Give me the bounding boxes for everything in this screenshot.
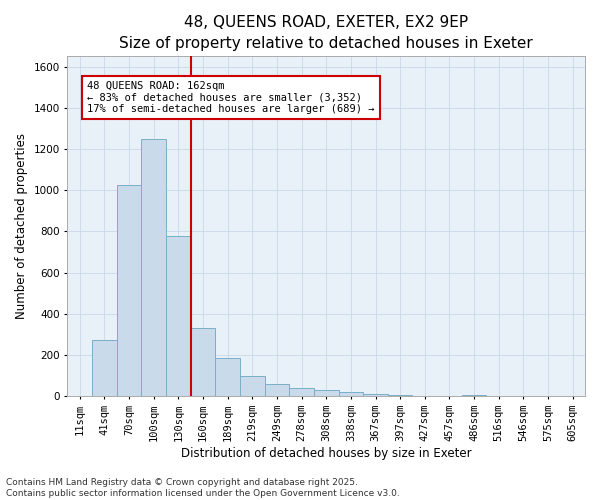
Bar [314, 390, 338, 396]
Bar [191, 328, 215, 396]
Bar [215, 358, 240, 397]
Bar [265, 384, 289, 396]
Text: Contains HM Land Registry data © Crown copyright and database right 2025.
Contai: Contains HM Land Registry data © Crown c… [6, 478, 400, 498]
Bar [289, 388, 314, 396]
Bar [166, 236, 191, 396]
Bar [92, 340, 117, 396]
Bar [117, 185, 142, 396]
Bar [338, 392, 363, 396]
Y-axis label: Number of detached properties: Number of detached properties [15, 134, 28, 320]
Text: 48 QUEENS ROAD: 162sqm
← 83% of detached houses are smaller (3,352)
17% of semi-: 48 QUEENS ROAD: 162sqm ← 83% of detached… [87, 81, 374, 114]
Bar [240, 376, 265, 396]
Title: 48, QUEENS ROAD, EXETER, EX2 9EP
Size of property relative to detached houses in: 48, QUEENS ROAD, EXETER, EX2 9EP Size of… [119, 15, 533, 51]
X-axis label: Distribution of detached houses by size in Exeter: Distribution of detached houses by size … [181, 447, 472, 460]
Bar [363, 394, 388, 396]
Bar [142, 139, 166, 396]
